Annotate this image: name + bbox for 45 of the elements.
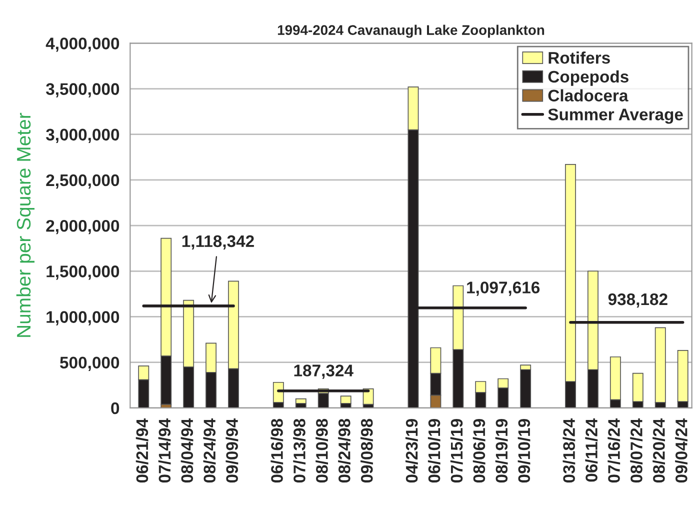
x-tick-label: 07/15/19 [450,418,463,483]
legend-label: Copepods [548,70,628,86]
x-tick-label: 08/04/94 [180,418,194,483]
y-tick-label: 3,000,000 [46,128,120,143]
y-tick-label: 0 [111,402,120,414]
chart-title: 1994-2024 Cavanaugh Lake Zooplankton [278,24,544,38]
annotation: 187,324 [294,364,354,379]
x-tick-label: 09/09/94 [226,418,238,483]
x-tick-label: 08/19/19 [495,418,508,483]
x-tick-label: 09/08/98 [360,418,373,483]
x-tick-label: 08/10/98 [316,418,328,483]
y-tick-label: 4,000,000 [46,38,120,52]
y-tick-label: 2,500,000 [46,174,120,189]
bar [362,388,374,405]
bar [318,392,329,408]
x-tick-label: 07/14/94 [158,418,171,483]
x-tick-label: 08/06/19 [472,418,486,483]
legend-label: Rotifers [548,52,610,64]
legend-label: Cladocera [548,89,628,102]
y-tick-label: 500,000 [60,356,120,371]
bar [295,398,306,404]
x-tick-label: 06/10/19 [428,418,440,483]
x-tick-label: 08/07/24 [630,418,643,483]
y-tick-label: 1,500,000 [46,266,120,280]
annotation: 938,182 [608,293,668,308]
x-tick-label: 03/18/24 [562,418,576,483]
x-tick-label: 08/24/98 [338,418,350,483]
x-tick-label: 06/21/94 [136,418,148,483]
x-tick-label: 07/13/98 [293,418,306,483]
y-tick-label: 2,000,000 [46,220,120,234]
x-tick-label: 04/23/19 [405,418,418,483]
y-tick-label: 3,500,000 [46,83,120,98]
y-axis-title: Number per Square Meter [16,112,34,337]
x-tick-label: 09/04/24 [675,418,688,483]
bar [340,396,352,404]
x-tick-label: 06/16/98 [270,418,284,483]
x-tick-label: 09/10/19 [518,418,530,483]
x-tick-label: 08/20/24 [652,418,666,483]
annotation: 1,097,616 [467,282,540,296]
x-tick-label: 08/24/94 [203,418,216,483]
x-tick-label: 06/11/24 [585,418,598,482]
y-tick-label: 1,000,000 [46,311,120,326]
legend-label: Summer Average [548,108,683,124]
x-tick-label: 07/16/24 [608,418,620,483]
annotation: 1,118,342 [182,235,254,250]
